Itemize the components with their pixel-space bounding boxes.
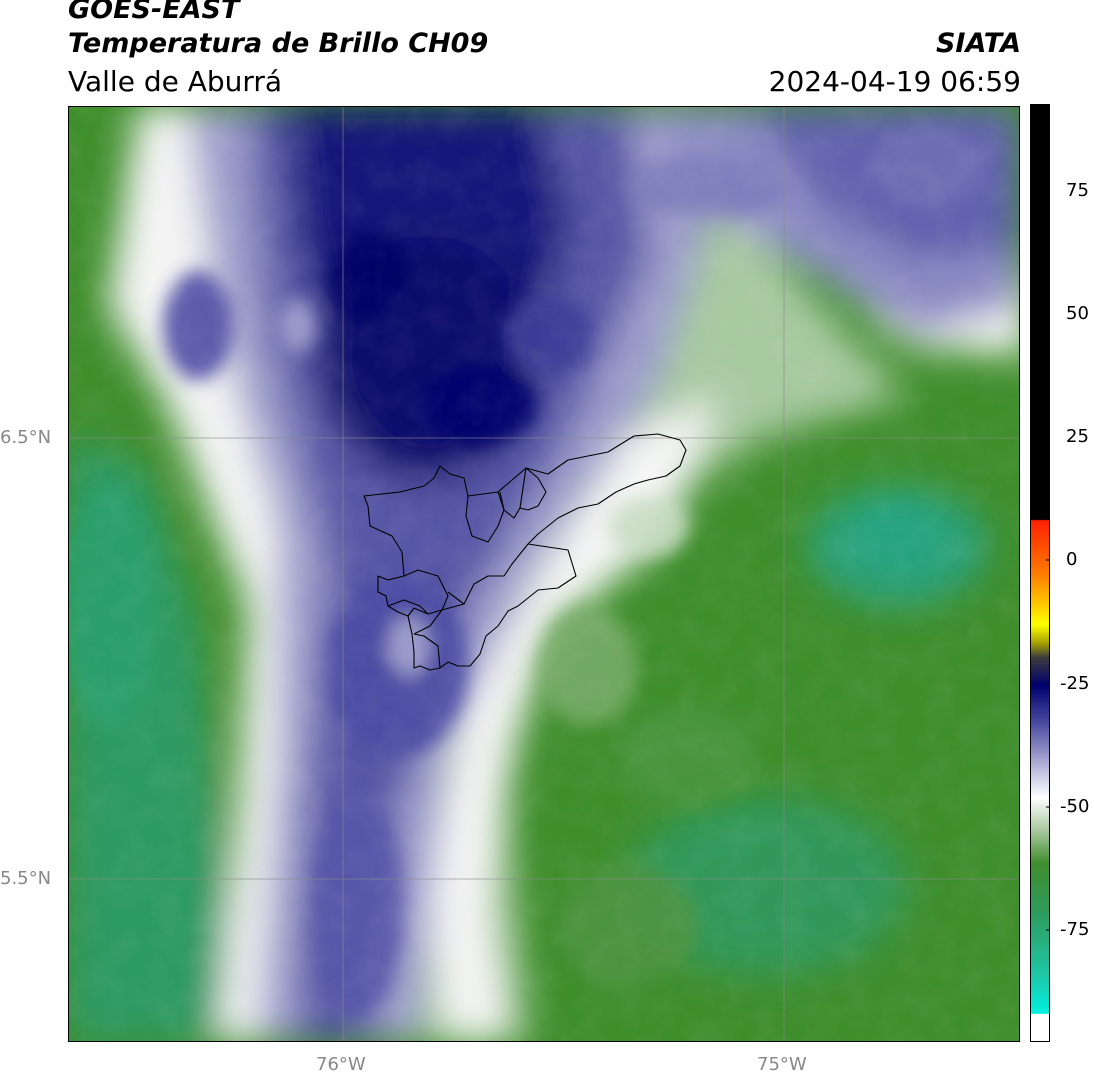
colorbar-scale xyxy=(1030,104,1050,1042)
agency-label: SIATA xyxy=(935,28,1021,59)
colorbar-tick-75: 75 xyxy=(1066,180,1089,201)
lat-label-6-5n: 6.5°N xyxy=(0,427,52,448)
lon-label-75w: 75°W xyxy=(757,1054,807,1075)
lon-label-76w: 76°W xyxy=(316,1054,366,1075)
gridlines xyxy=(68,106,1020,1042)
colorbar-tick-minus25: -25 xyxy=(1060,673,1090,694)
colorbar-tick-minus75: -75 xyxy=(1060,919,1090,940)
product-title: Temperatura de Brillo CH09 xyxy=(68,28,489,59)
brightness-temperature-map xyxy=(68,106,1020,1042)
colorbar-tick-0: 0 xyxy=(1066,549,1078,570)
satellite-title: GOES-EAST xyxy=(68,0,240,25)
datetime-label: 2024-04-19 06:59 xyxy=(768,65,1021,98)
map-canvas xyxy=(68,106,1020,1042)
colorbar-tick-25: 25 xyxy=(1066,426,1089,447)
lat-label-5-5n: 5.5°N xyxy=(0,868,52,889)
region-subtitle: Valle de Aburrá xyxy=(68,65,283,98)
colorbar-tick-minus50: -50 xyxy=(1060,796,1090,817)
municipal-boundaries xyxy=(363,433,687,671)
colorbar-tick-50: 50 xyxy=(1066,303,1089,324)
colorbar xyxy=(1030,104,1050,1042)
